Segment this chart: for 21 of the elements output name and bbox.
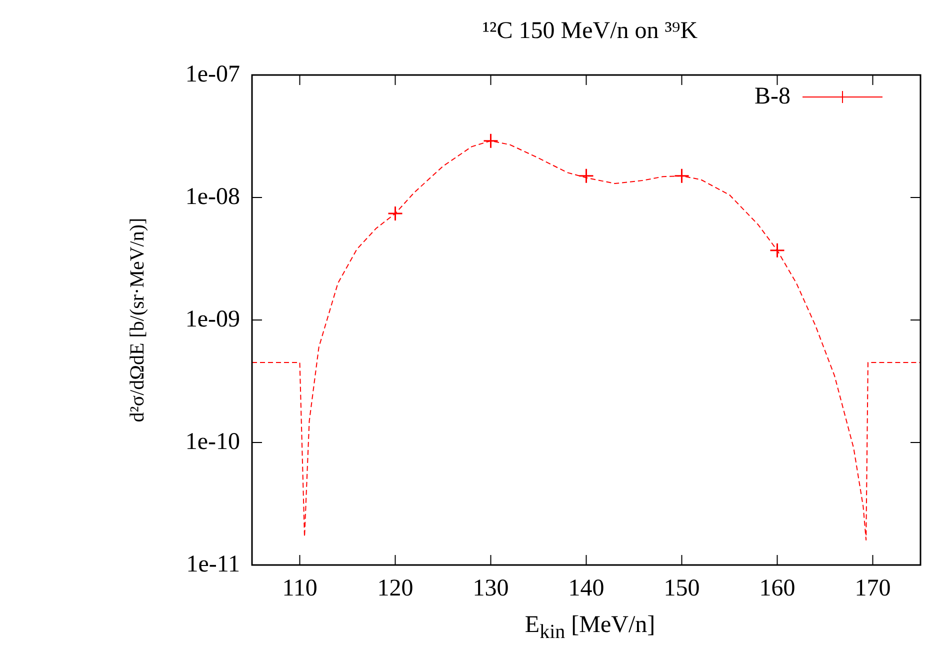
x-tick-label: 140 (568, 576, 604, 602)
point (770, 242, 785, 258)
point (388, 206, 403, 222)
y-tick-label: 1e-08 (185, 184, 240, 210)
x-tick-label: 120 (377, 576, 414, 602)
chart-title: ¹²C 150 MeV/n on ³⁹K (481, 18, 699, 45)
x-tick-label: 110 (282, 576, 318, 602)
y-tick-label: 1e-10 (185, 428, 240, 455)
point (674, 168, 690, 184)
x-axis-title: E$_{kin}$ [MeV/n] (524, 612, 656, 644)
legend-label: B-8 (754, 83, 790, 110)
x-tick-label: 170 (854, 576, 891, 602)
point (578, 168, 594, 184)
y-axis-title: d²σ/dΩdE [b/(sr·MeV/n)] (126, 218, 150, 422)
x-tick-label: 150 (664, 576, 700, 602)
x-tick-label: 160 (759, 576, 796, 602)
x-tick-label: 130 (472, 576, 509, 602)
point (483, 133, 498, 149)
y-tick-label: 1e-07 (185, 61, 240, 88)
y-tick-label: 1e-09 (185, 306, 240, 332)
y-tick-label: 1e-11 (186, 551, 240, 578)
